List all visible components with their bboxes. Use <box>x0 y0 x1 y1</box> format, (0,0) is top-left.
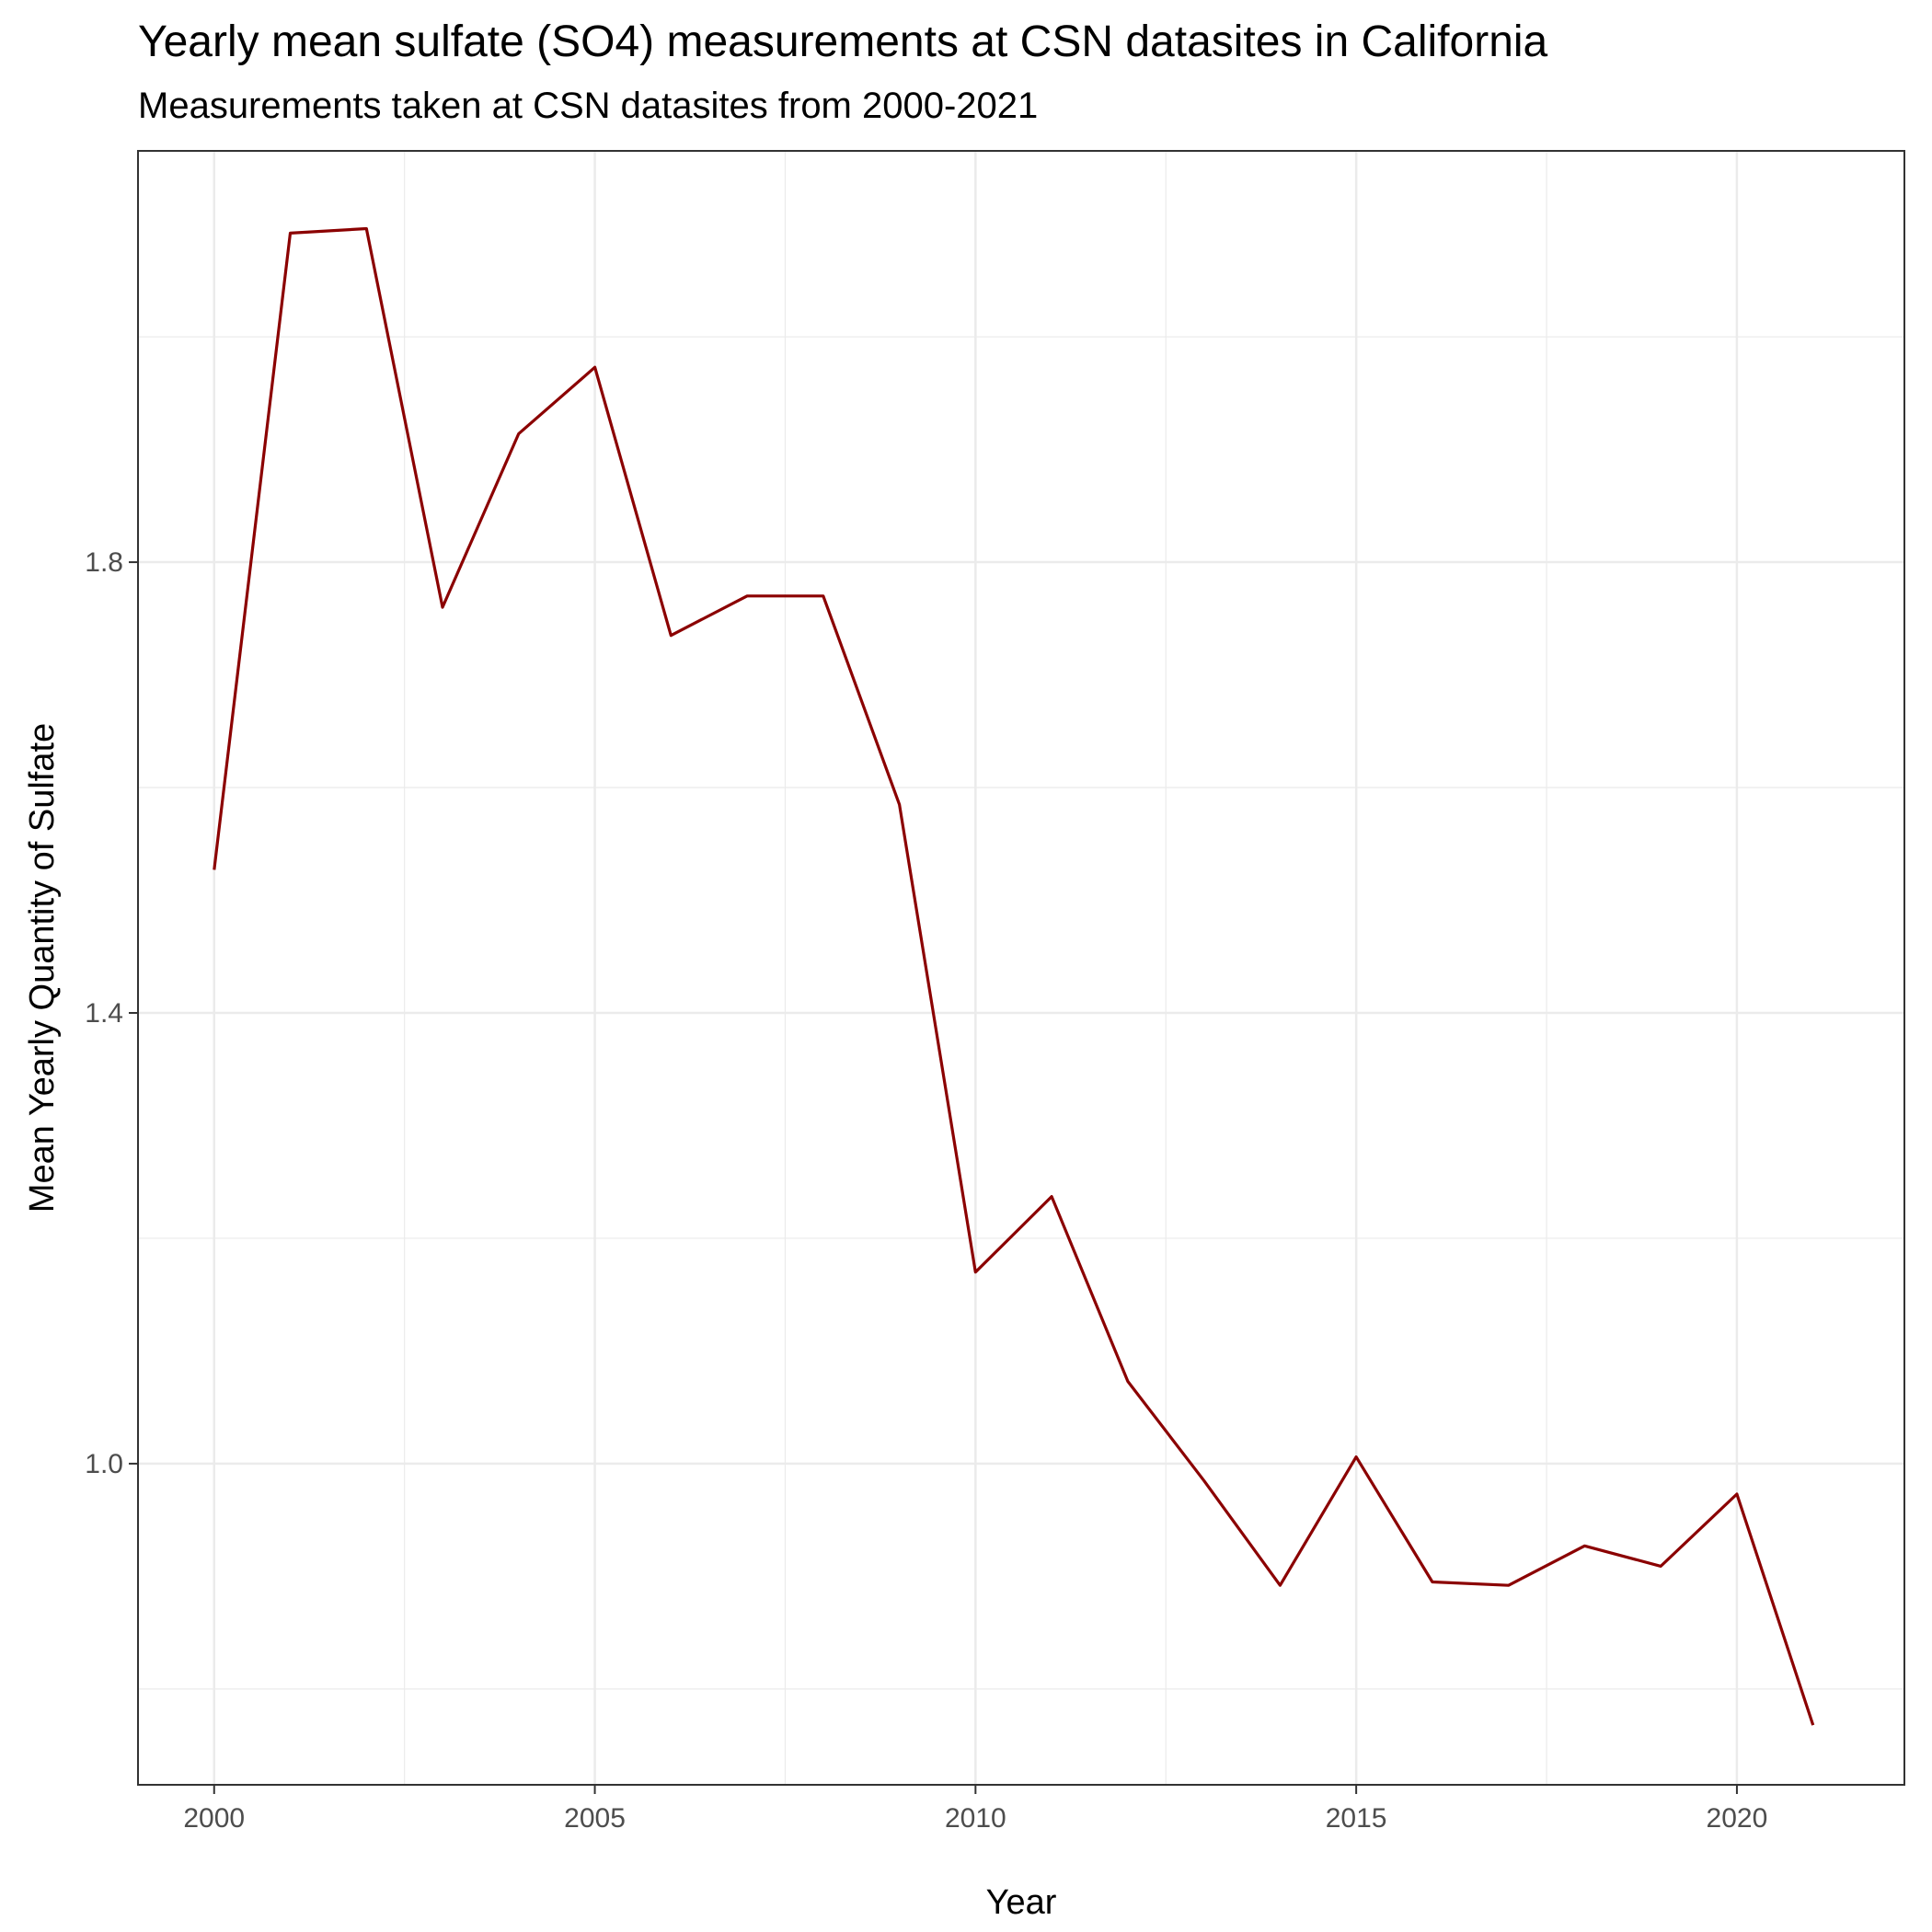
panel-border <box>137 150 1905 1786</box>
chart-subtitle: Measurements taken at CSN datasites from… <box>138 86 1039 126</box>
x-tick-label: 2005 <box>564 1803 626 1834</box>
x-tick-label: 2000 <box>183 1803 245 1834</box>
major-gridlines <box>138 151 1904 1785</box>
y-tick-label: 1.4 <box>85 998 123 1029</box>
y-tick-label: 1.0 <box>85 1449 123 1479</box>
axis-ticks <box>129 561 1738 1794</box>
axis-tick-labels: 2000 2005 2010 2015 2020 1.0 1.4 1.8 <box>85 547 1767 1834</box>
y-axis-title: Mean Yearly Quantity of Sulfate <box>23 723 62 1213</box>
chart-title: Yearly mean sulfate (SO4) measurements a… <box>138 17 1548 66</box>
data-series <box>213 226 1815 1726</box>
x-tick-label: 2015 <box>1326 1803 1387 1834</box>
y-tick-label: 1.8 <box>85 547 123 578</box>
x-tick-label: 2020 <box>1707 1803 1768 1834</box>
x-axis-title: Year <box>986 1883 1057 1922</box>
minor-gridlines <box>138 151 1904 1785</box>
x-tick-label: 2010 <box>945 1803 1006 1834</box>
series-line <box>213 226 1815 1726</box>
